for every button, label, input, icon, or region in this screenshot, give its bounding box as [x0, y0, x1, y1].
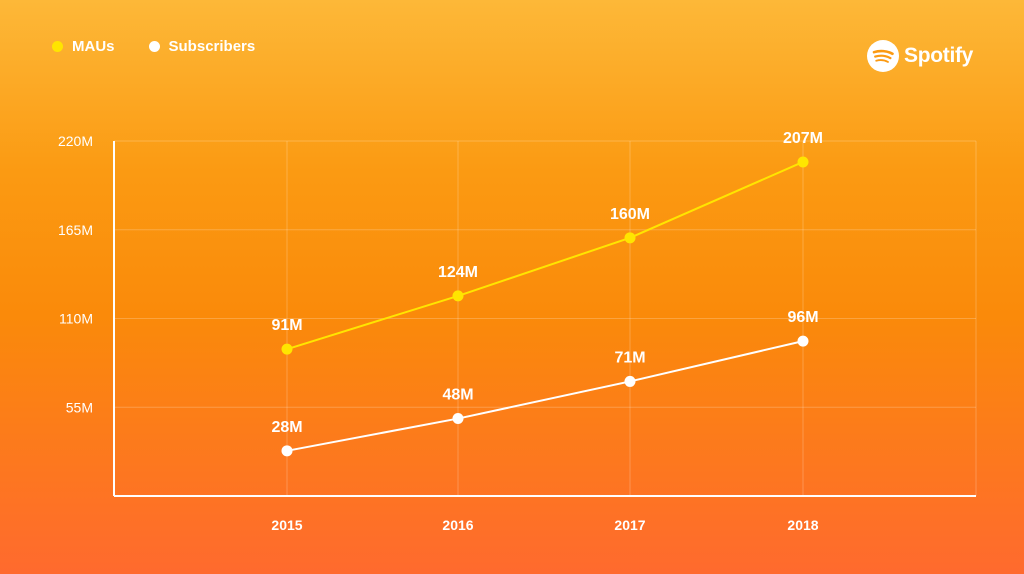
x-tick-label-3: 2018 — [787, 517, 818, 533]
spotify-logo-icon — [867, 40, 899, 72]
data-point-subscribers-2018 — [797, 335, 809, 347]
data-label-subscribers-2018: 96M — [787, 309, 818, 326]
x-tick-label-1: 2016 — [442, 517, 473, 533]
chart-legend: MAUs Subscribers — [52, 38, 255, 55]
data-label-maus-2018: 207M — [783, 130, 823, 147]
data-label-subscribers-2015: 28M — [271, 419, 302, 436]
data-label-maus-2016: 124M — [438, 264, 478, 281]
y-tick-label-2: 165M — [58, 222, 93, 238]
data-label-maus-2017: 160M — [610, 206, 650, 223]
x-tick-label-2: 2017 — [614, 517, 645, 533]
data-point-maus-2016 — [452, 290, 464, 302]
legend-label-subscribers: Subscribers — [168, 38, 256, 55]
data-point-subscribers-2016 — [452, 413, 464, 425]
brand-name: Spotify — [904, 44, 974, 67]
legend-label-maus: MAUs — [72, 38, 115, 55]
legend-marker-maus — [52, 41, 63, 52]
y-tick-label-3: 220M — [58, 133, 93, 149]
data-label-subscribers-2017: 71M — [614, 349, 645, 366]
data-point-subscribers-2017 — [624, 375, 636, 387]
data-label-maus-2015: 91M — [271, 317, 302, 334]
data-point-maus-2017 — [624, 232, 636, 244]
data-point-maus-2018 — [797, 156, 809, 168]
data-label-subscribers-2016: 48M — [442, 387, 473, 404]
series-line-subscribers — [286, 340, 804, 452]
x-tick-label-0: 2015 — [271, 517, 302, 533]
legend-item-maus: MAUs — [52, 38, 115, 55]
data-point-subscribers-2015 — [281, 445, 293, 457]
y-tick-label-1: 110M — [59, 311, 93, 327]
legend-item-subscribers: Subscribers — [148, 38, 256, 55]
series-line-maus — [286, 161, 804, 351]
spotify-brand: Spotify — [867, 40, 973, 72]
legend-marker-subscribers — [148, 41, 160, 52]
data-point-maus-2015 — [281, 343, 293, 355]
y-tick-label-0: 55M — [66, 399, 93, 415]
